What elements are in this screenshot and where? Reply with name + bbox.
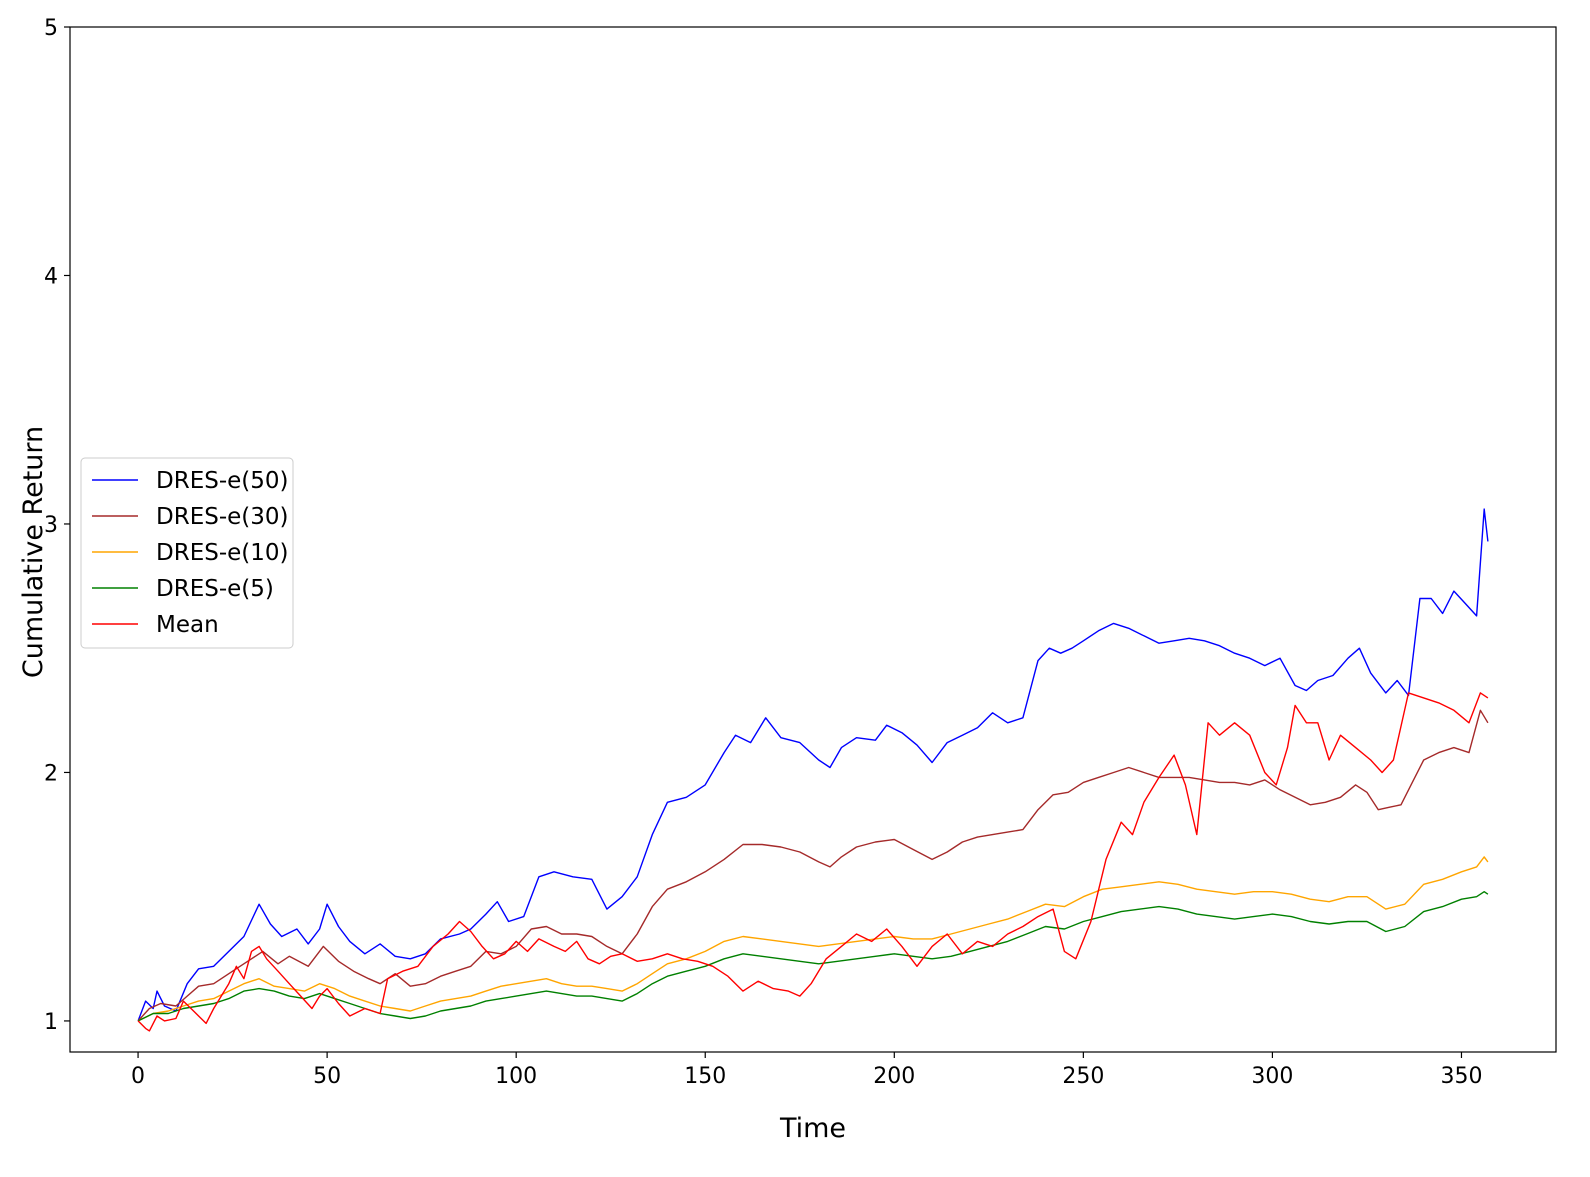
legend-label: DRES-e(30)	[156, 504, 289, 530]
x-axis: 0 50 100 150 200 250 300 350	[131, 1052, 1482, 1089]
y-tick-label: 2	[44, 761, 58, 786]
x-tick-label: 0	[131, 1064, 145, 1089]
legend-label: DRES-e(5)	[156, 576, 274, 602]
x-axis-label: Time	[779, 1113, 846, 1144]
x-tick-label: 150	[684, 1064, 726, 1089]
x-tick-label: 100	[495, 1064, 537, 1089]
y-tick-label: 1	[44, 1010, 58, 1035]
legend-label: DRES-e(50)	[156, 468, 289, 494]
y-axis-label: Cumulative Return	[18, 426, 49, 678]
y-tick-label: 5	[44, 16, 58, 41]
x-tick-label: 300	[1251, 1064, 1293, 1089]
legend-box	[80, 457, 294, 649]
series-line-mean	[137, 692, 1489, 1032]
series-layer	[137, 508, 1489, 1032]
x-tick-label: 50	[313, 1064, 341, 1089]
plot-area	[70, 27, 1556, 1052]
plot-frame	[69, 26, 1557, 1053]
x-tick-label: 350	[1440, 1064, 1482, 1089]
series-line-dres-e-5	[137, 891, 1489, 1022]
y-tick-label: 3	[44, 513, 58, 538]
x-tick-label: 250	[1062, 1064, 1104, 1089]
series-line-dres-e-50	[137, 508, 1489, 1022]
x-tick-label: 200	[873, 1064, 915, 1089]
legend-label: DRES-e(10)	[156, 540, 289, 566]
legend-label: Mean	[156, 612, 219, 638]
y-tick-label: 4	[44, 264, 58, 289]
legend: DRES-e(50) DRES-e(30) DRES-e(10) DRES-e(5) M…	[80, 457, 294, 649]
y-axis: 1 2 3 4 5	[44, 16, 70, 1035]
series-line-dres-e-30	[137, 709, 1489, 1022]
series-line-dres-e-10	[137, 856, 1489, 1022]
